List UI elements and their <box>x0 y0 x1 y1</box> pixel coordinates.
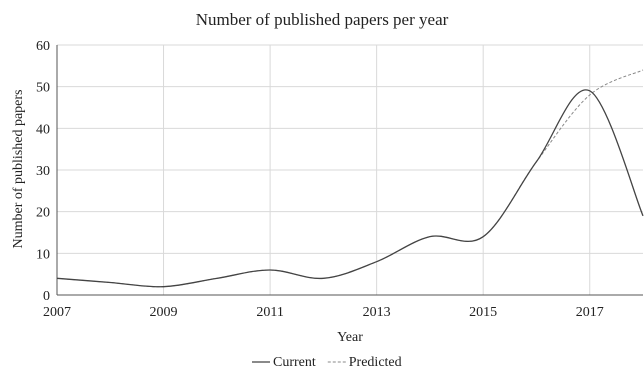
x-tick-labels: 2007 2009 2011 2013 2015 2017 <box>43 305 604 320</box>
y-tick-label: 60 <box>36 39 50 54</box>
x-tick-label: 2013 <box>363 305 391 320</box>
y-tick-label: 30 <box>36 164 50 179</box>
legend-label-current: Current <box>273 355 316 370</box>
x-tick-label: 2007 <box>43 305 71 320</box>
y-tick-labels: 0 10 20 30 40 50 60 <box>36 39 50 304</box>
y-tick-label: 50 <box>36 81 50 96</box>
y-axis-label: Number of published papers <box>11 89 26 248</box>
series-line-predicted <box>56 69 644 288</box>
x-axis-label: Year <box>337 330 363 345</box>
x-tick-label: 2017 <box>576 305 604 320</box>
grid-lines <box>57 44 643 295</box>
legend-label-predicted: Predicted <box>349 355 402 370</box>
axes <box>56 45 643 296</box>
series-line-current <box>56 89 644 288</box>
y-tick-label: 10 <box>36 247 50 262</box>
y-tick-label: 20 <box>36 206 50 221</box>
series-lines <box>56 69 644 288</box>
y-tick-label: 0 <box>43 289 50 304</box>
x-tick-label: 2015 <box>469 305 497 320</box>
x-tick-label: 2009 <box>150 305 178 320</box>
chart-title: Number of published papers per year <box>196 10 449 29</box>
y-tick-label: 40 <box>36 122 50 137</box>
x-tick-label: 2011 <box>256 305 283 320</box>
legend: Current Predicted <box>252 355 402 370</box>
